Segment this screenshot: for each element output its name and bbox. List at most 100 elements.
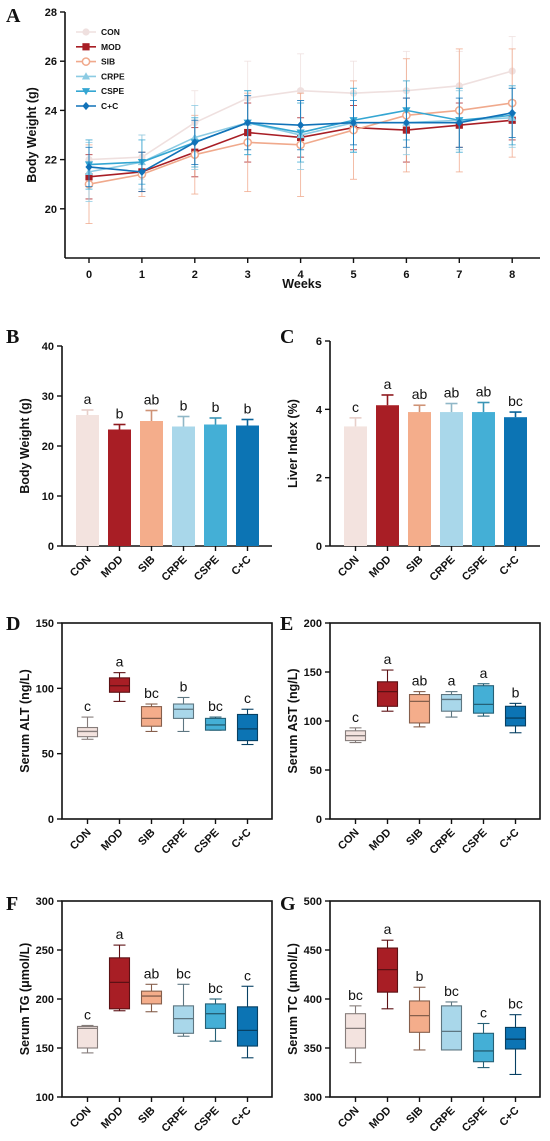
panel-c-significance-letter: ab xyxy=(476,384,492,400)
panel-g-x-tick-label: C+C xyxy=(497,1105,521,1129)
panel-d-plot-frame xyxy=(61,622,273,820)
panel-d-box xyxy=(172,703,195,719)
panel-c-x-tick-label: C+C xyxy=(497,554,521,578)
panel-f-box xyxy=(76,1025,99,1049)
panel-e-y-tick-label: 200 xyxy=(304,618,322,630)
panel-a-legend-entry: CRPE xyxy=(76,71,125,81)
panel-a-y-axis-label: Body Weight (g) xyxy=(25,87,39,183)
panel-f-x-tick-label: CSPE xyxy=(192,1105,222,1135)
panel-f-significance-letter: c xyxy=(244,967,251,983)
panel-b-x-tick-label: CSPE xyxy=(192,554,222,584)
panel-letter-a: A xyxy=(6,5,21,27)
panel-c-bar xyxy=(440,412,463,546)
panel-a-y-tick-label: 28 xyxy=(45,7,57,19)
panel-f-significance-letter: ab xyxy=(144,965,160,981)
panel-a-data-point xyxy=(297,87,305,95)
panel-e-significance-letter: ab xyxy=(412,673,428,689)
panel-a-legend-marker xyxy=(81,72,91,80)
panel-a-x-axis-label: Weeks xyxy=(282,277,321,291)
panel-b-bar xyxy=(236,425,259,546)
panel-c-significance-letter: a xyxy=(384,376,392,392)
panel-letter-e: E xyxy=(280,613,293,635)
panel-f-box xyxy=(108,957,131,1010)
panel-a-legend-marker xyxy=(82,101,90,111)
panel-f-y-axis-label: Serum TG (μmol/L) xyxy=(18,943,32,1056)
panel-g-significance-letter: bc xyxy=(444,983,459,999)
panel-d-significance-letter: a xyxy=(116,654,124,670)
panel-e-box xyxy=(408,693,431,724)
panel-d-y-tick-label: 50 xyxy=(42,749,54,761)
panel-a-y-tick-label: 22 xyxy=(45,155,57,167)
panel-a-data-point xyxy=(191,138,199,147)
panel-a-series-cplusc xyxy=(85,87,516,193)
panel-f-y-tick-label: 150 xyxy=(36,1043,54,1055)
panel-e-x-tick-label: CRPE xyxy=(428,827,458,857)
panel-f-x-tick-label: C+C xyxy=(229,1105,253,1129)
panel-f-significance-letter: bc xyxy=(176,965,191,981)
panel-e-significance-letter: a xyxy=(384,651,392,667)
panel-letter-d: D xyxy=(6,613,20,635)
panel-f-box xyxy=(204,1003,227,1029)
panel-a-legend-marker xyxy=(82,43,90,51)
panel-f-box xyxy=(236,1006,259,1047)
panel-a-legend-label: C+C xyxy=(101,101,118,111)
panel-c-x-tick-label: CON xyxy=(336,554,362,580)
panel-b-bar xyxy=(172,426,195,546)
panel-a-legend-marker xyxy=(82,28,90,36)
panel-d-box xyxy=(204,717,227,731)
panel-a-legend-label: CON xyxy=(101,27,120,37)
panel-b-y-axis-label: Body Weight (g) xyxy=(18,398,32,494)
panel-g-significance-letter: a xyxy=(384,921,392,937)
panel-a-x-tick-label: 0 xyxy=(86,269,92,281)
panel-a-legend-entry: CSPE xyxy=(76,86,124,96)
panel-b-x-tick-label: MOD xyxy=(99,554,126,581)
panel-e-x-tick-label: SIB xyxy=(404,827,425,848)
panel-d-box xyxy=(76,726,99,738)
panel-g-box xyxy=(472,1032,495,1063)
panel-b-significance-letter: b xyxy=(180,398,188,414)
panel-a-x-tick-label: 6 xyxy=(403,269,409,281)
panel-a-legend-label: CSPE xyxy=(101,86,124,96)
panel-e-box xyxy=(376,681,399,707)
panel-b-bar xyxy=(204,424,227,546)
panel-g-x-tick-label: CSPE xyxy=(460,1105,490,1135)
panel-c-y-tick-label: 0 xyxy=(316,541,322,553)
panel-c-bar xyxy=(472,412,495,546)
panel-e-y-tick-label: 50 xyxy=(310,765,322,777)
panel-c-y-tick-label: 2 xyxy=(316,473,322,485)
panel-b-x-tick-label: CRPE xyxy=(160,554,190,584)
panel-c-bar xyxy=(376,405,399,546)
panel-c-x-tick-label: CRPE xyxy=(428,554,458,584)
panel-d-significance-letter: b xyxy=(180,678,188,694)
panel-g-box xyxy=(440,1005,463,1051)
panel-a-y-tick-label: 24 xyxy=(45,105,58,117)
panel-g-y-tick-label: 400 xyxy=(304,994,322,1006)
panel-g-box xyxy=(344,1013,367,1049)
panel-letter-b: B xyxy=(6,326,19,348)
panel-d-x-tick-label: MOD xyxy=(99,827,126,854)
panel-c-significance-letter: ab xyxy=(412,386,428,402)
panel-b-bar xyxy=(140,421,163,546)
panel-g-y-tick-label: 450 xyxy=(304,945,322,957)
panel-letter-f: F xyxy=(6,893,18,915)
panel-letter-c: C xyxy=(280,326,294,348)
panel-e-x-tick-label: CON xyxy=(336,827,362,853)
panel-d-box xyxy=(236,713,259,742)
panel-c-bar xyxy=(344,426,367,546)
panel-d-significance-letter: c xyxy=(244,690,251,706)
panel-e-box xyxy=(440,693,463,712)
panel-c-y-tick-label: 6 xyxy=(316,336,322,348)
panel-a-data-point xyxy=(349,118,358,127)
panel-f-y-tick-label: 300 xyxy=(36,896,54,908)
panel-e-y-tick-label: 100 xyxy=(304,716,322,728)
panel-g-y-tick-label: 350 xyxy=(304,1043,322,1055)
panel-f-x-tick-label: SIB xyxy=(136,1105,157,1126)
panel-c-x-tick-label: SIB xyxy=(404,554,425,575)
panel-a-x-tick-label: 8 xyxy=(509,269,515,281)
panel-d-y-tick-label: 0 xyxy=(48,814,54,826)
panel-a-data-point xyxy=(455,118,463,127)
panel-b-x-tick-label: SIB xyxy=(136,554,157,575)
panel-e-x-tick-label: MOD xyxy=(367,827,394,854)
panel-d-significance-letter: bc xyxy=(208,698,223,714)
panel-a-legend-label: CRPE xyxy=(101,71,125,81)
